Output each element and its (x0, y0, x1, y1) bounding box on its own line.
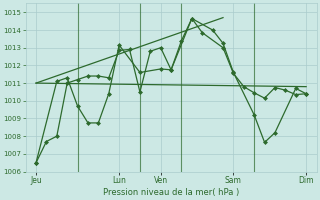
X-axis label: Pression niveau de la mer( hPa ): Pression niveau de la mer( hPa ) (103, 188, 239, 197)
